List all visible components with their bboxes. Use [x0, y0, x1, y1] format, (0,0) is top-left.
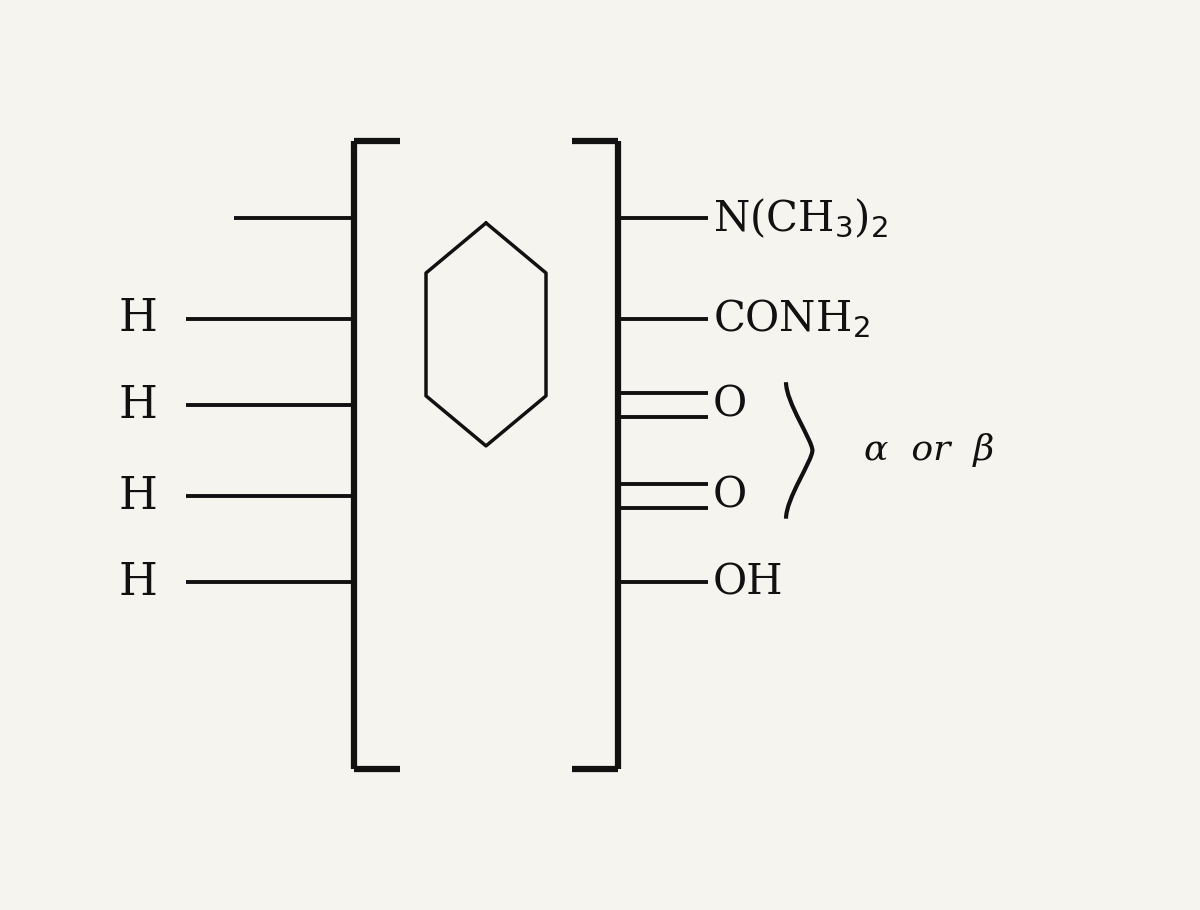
Text: OH: OH: [713, 561, 784, 603]
Text: CONH$_{2}$: CONH$_{2}$: [713, 297, 870, 340]
Text: H: H: [119, 297, 157, 340]
Text: N(CH$_{3}$)$_{2}$: N(CH$_{3}$)$_{2}$: [713, 197, 888, 240]
Text: H: H: [119, 383, 157, 427]
Text: O: O: [713, 475, 748, 517]
Text: H: H: [119, 561, 157, 604]
Text: H: H: [119, 474, 157, 518]
Text: O: O: [713, 384, 748, 426]
Text: α  or  β: α or β: [864, 433, 995, 468]
